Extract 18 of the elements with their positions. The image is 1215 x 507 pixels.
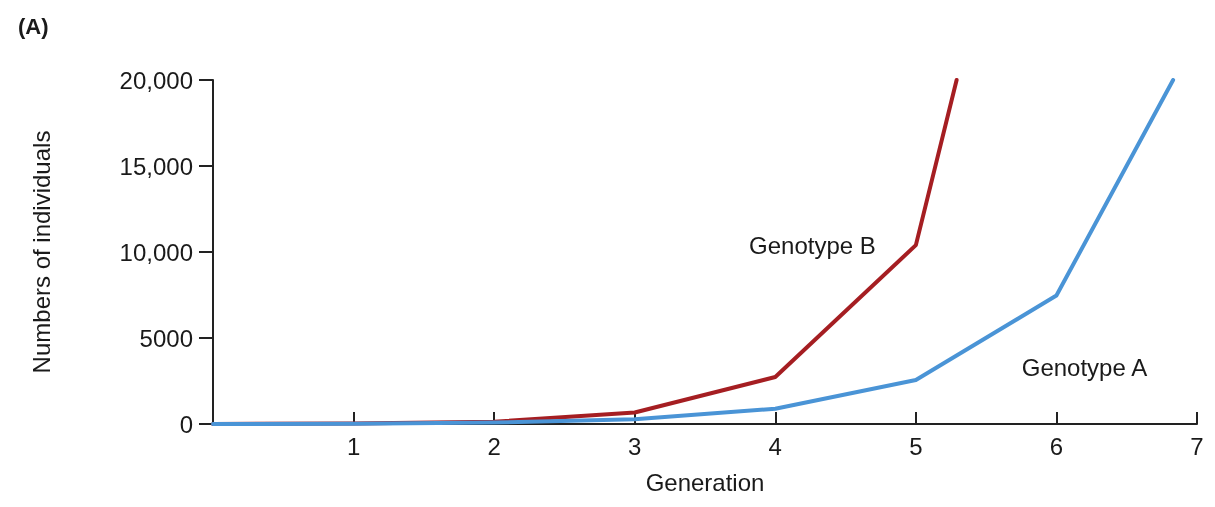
x-axis-title: Generation (645, 468, 765, 496)
y-tick-label: 0 (179, 410, 193, 438)
series-label: Genotype A (1021, 354, 1148, 382)
x-tick-label: 7 (1190, 432, 1204, 460)
series-label: Genotype B (749, 231, 876, 259)
x-tick-label: 1 (346, 432, 361, 460)
y-tick-label: 15,000 (119, 152, 193, 180)
x-tick-label: 3 (628, 432, 642, 460)
x-tick-label: 6 (1049, 432, 1064, 460)
y-tick-label: 20,000 (119, 66, 193, 94)
line-series (211, 78, 1176, 426)
x-tick-label: 2 (487, 432, 501, 460)
y-axis-title: Numbers of individuals (27, 130, 55, 374)
x-tick-label: 5 (909, 432, 923, 460)
y-tick-label: 5000 (139, 324, 193, 352)
x-tick-label: 4 (768, 432, 782, 460)
text: (A) (18, 13, 49, 39)
y-tick-label: 10,000 (119, 238, 193, 266)
